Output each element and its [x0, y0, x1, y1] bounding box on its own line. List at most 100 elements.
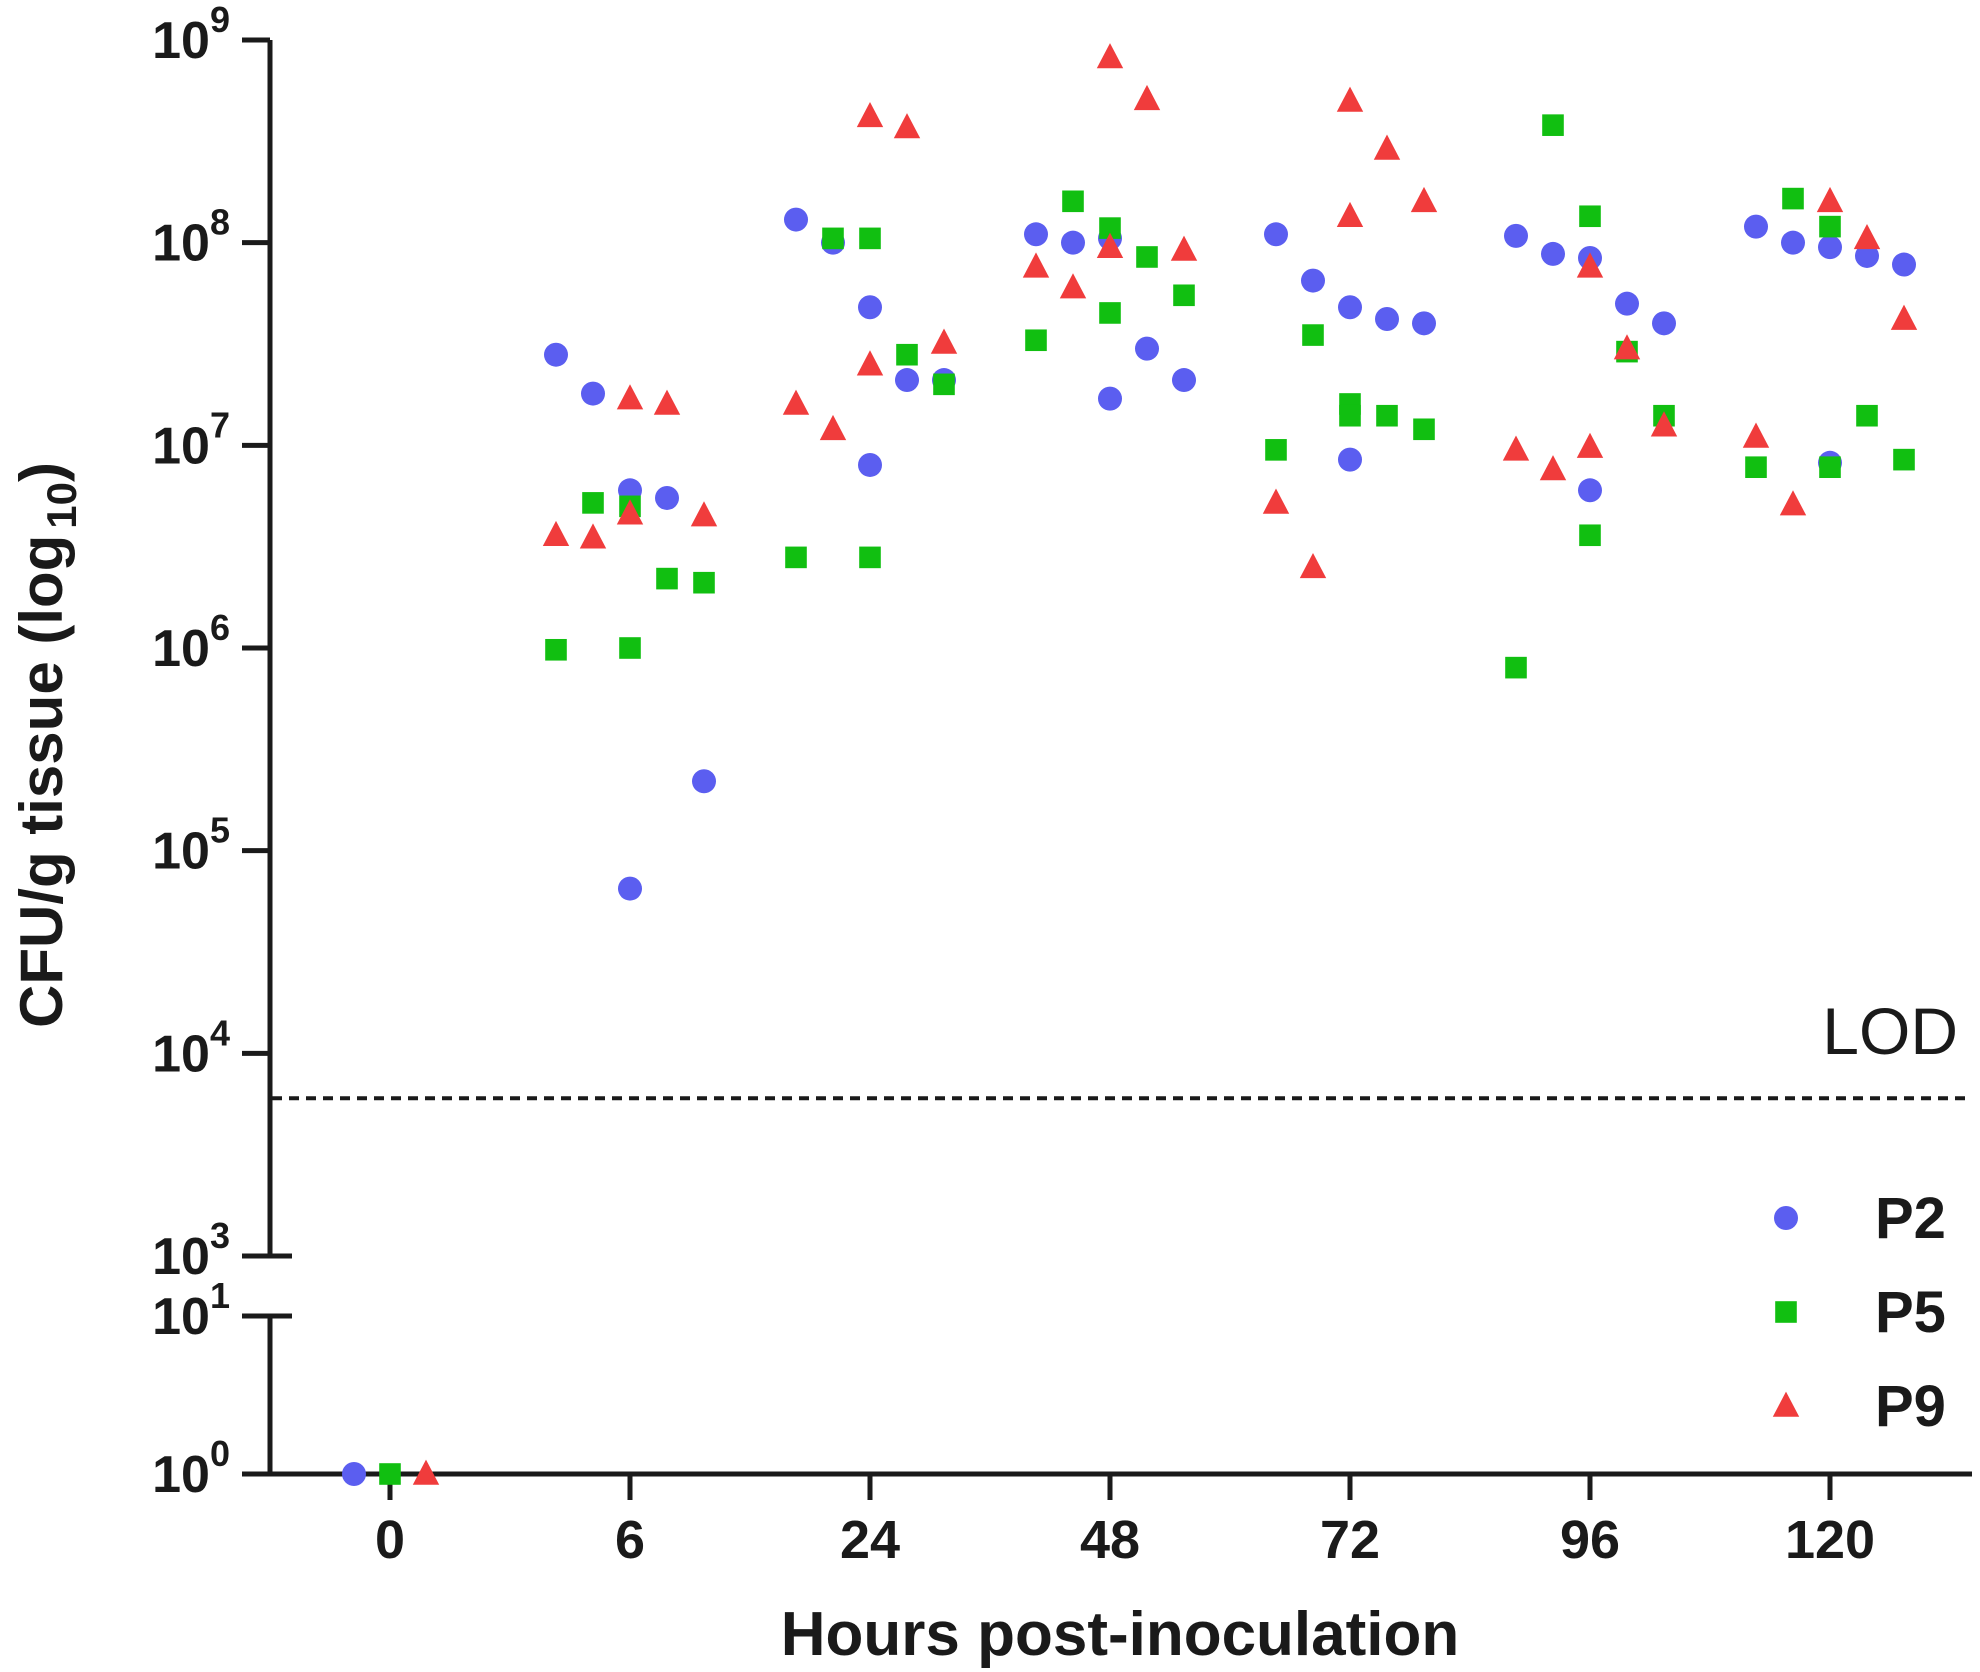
x-tick-label: 120 [1785, 1510, 1875, 1570]
data-point-p9 [1096, 232, 1124, 258]
data-points [342, 43, 1918, 1486]
data-point-p9 [1779, 490, 1807, 516]
data-point-p9 [1336, 86, 1364, 112]
data-point-p5 [1819, 456, 1841, 479]
data-point-p2 [1578, 478, 1602, 503]
data-point-p2 [1375, 307, 1399, 332]
data-point-p9 [1502, 435, 1530, 461]
y-tick-base: 10 [152, 1025, 210, 1083]
data-point-p5 [1173, 284, 1195, 307]
data-point-p5 [1542, 114, 1564, 136]
y-tick-label: 105 [152, 810, 230, 881]
data-point-p2 [1855, 243, 1879, 268]
data-point-p2 [1541, 241, 1565, 266]
data-point-p2 [1135, 336, 1159, 361]
y-tick-exponent: 8 [210, 202, 230, 243]
data-point-p5 [1302, 324, 1324, 346]
y-tick-exponent: 5 [210, 810, 230, 851]
data-point-p5 [1819, 215, 1841, 238]
legend-marker-p9 [1772, 1391, 1800, 1417]
data-point-p5 [1339, 404, 1361, 427]
x-tick-label: 48 [1080, 1510, 1140, 1570]
data-point-p9 [579, 523, 607, 549]
data-point-p9 [1576, 432, 1604, 458]
data-point-p9 [1262, 488, 1290, 514]
data-point-p9 [1336, 201, 1364, 228]
y-tick-base: 10 [152, 823, 210, 881]
lod-label: LOD [1822, 994, 1958, 1068]
y-tick-base: 10 [152, 12, 210, 70]
y-tick-exponent: 9 [210, 0, 230, 40]
y-axis-title-main: CFU/g tissue (log [8, 535, 75, 1028]
data-point-p9 [616, 384, 644, 410]
series-p9 [412, 43, 1918, 1485]
legend-marker-p5 [1775, 1301, 1797, 1323]
data-point-p5 [1782, 187, 1804, 210]
data-point-p5 [656, 567, 678, 590]
data-point-p5 [379, 1463, 401, 1485]
data-point-p9 [856, 101, 884, 128]
y-tick-base: 10 [152, 417, 210, 475]
y-tick-exponent: 1 [210, 1275, 230, 1316]
x-tick-label: 96 [1560, 1510, 1620, 1570]
data-point-p5 [859, 227, 881, 250]
data-point-p2 [1504, 223, 1528, 248]
data-point-p5 [545, 638, 567, 661]
data-point-p2 [1338, 447, 1362, 472]
x-tick-label: 72 [1320, 1510, 1380, 1570]
data-point-p2 [1338, 295, 1362, 320]
y-tick-base: 10 [152, 1228, 210, 1286]
data-point-p2 [1172, 368, 1196, 393]
data-point-p5 [1099, 302, 1121, 324]
y-tick-base: 10 [152, 1446, 210, 1504]
data-point-p9 [412, 1459, 440, 1485]
y-tick-exponent: 7 [210, 404, 230, 445]
data-point-p2 [544, 342, 568, 367]
y-tick-exponent: 0 [210, 1433, 230, 1474]
data-point-p5 [822, 227, 844, 250]
x-tick-label: 6 [615, 1510, 645, 1570]
y-tick-label: 107 [152, 404, 230, 475]
data-point-p2 [1264, 222, 1288, 247]
data-point-p5 [1136, 246, 1158, 268]
data-point-p9 [690, 501, 718, 527]
data-point-p5 [619, 637, 641, 659]
data-point-p5 [1265, 439, 1287, 461]
data-point-p9 [1613, 334, 1641, 360]
data-point-p5 [1856, 404, 1878, 427]
legend: P2 P5 P9 [1772, 1186, 1946, 1439]
x-ticks: 0 6 24 48 72 96 120 [375, 1474, 1875, 1570]
data-point-p5 [1579, 205, 1601, 228]
data-point-p2 [1301, 268, 1325, 293]
data-point-p5 [1893, 448, 1915, 471]
data-point-p5 [1413, 418, 1435, 441]
data-point-p5 [582, 492, 604, 514]
data-point-p2 [1652, 311, 1676, 336]
data-point-p2 [1615, 291, 1639, 316]
y-tick-label: 104 [152, 1012, 230, 1083]
y-tick-label: 101 [152, 1275, 230, 1346]
data-point-p9 [1299, 552, 1327, 579]
data-point-p9 [542, 520, 570, 547]
y-tick-label: 100 [152, 1433, 230, 1504]
data-point-p2 [1024, 222, 1048, 247]
x-tick-label: 0 [375, 1510, 405, 1570]
data-point-p5 [1025, 329, 1047, 352]
y-tick-exponent: 6 [210, 607, 230, 648]
data-point-p5 [1376, 404, 1398, 427]
data-point-p9 [1022, 252, 1050, 278]
data-point-p9 [1650, 411, 1678, 437]
y-tick-label: 108 [152, 202, 230, 273]
data-point-p9 [1890, 304, 1918, 330]
data-point-p9 [1410, 186, 1438, 213]
data-point-p5 [1745, 456, 1767, 479]
data-point-p9 [856, 350, 884, 376]
data-point-p2 [784, 207, 808, 232]
data-point-p5 [1579, 524, 1601, 547]
data-point-p2 [342, 1462, 366, 1486]
legend-marker-p2 [1774, 1206, 1798, 1230]
data-point-p2 [1744, 214, 1768, 239]
y-tick-base: 10 [152, 215, 210, 273]
